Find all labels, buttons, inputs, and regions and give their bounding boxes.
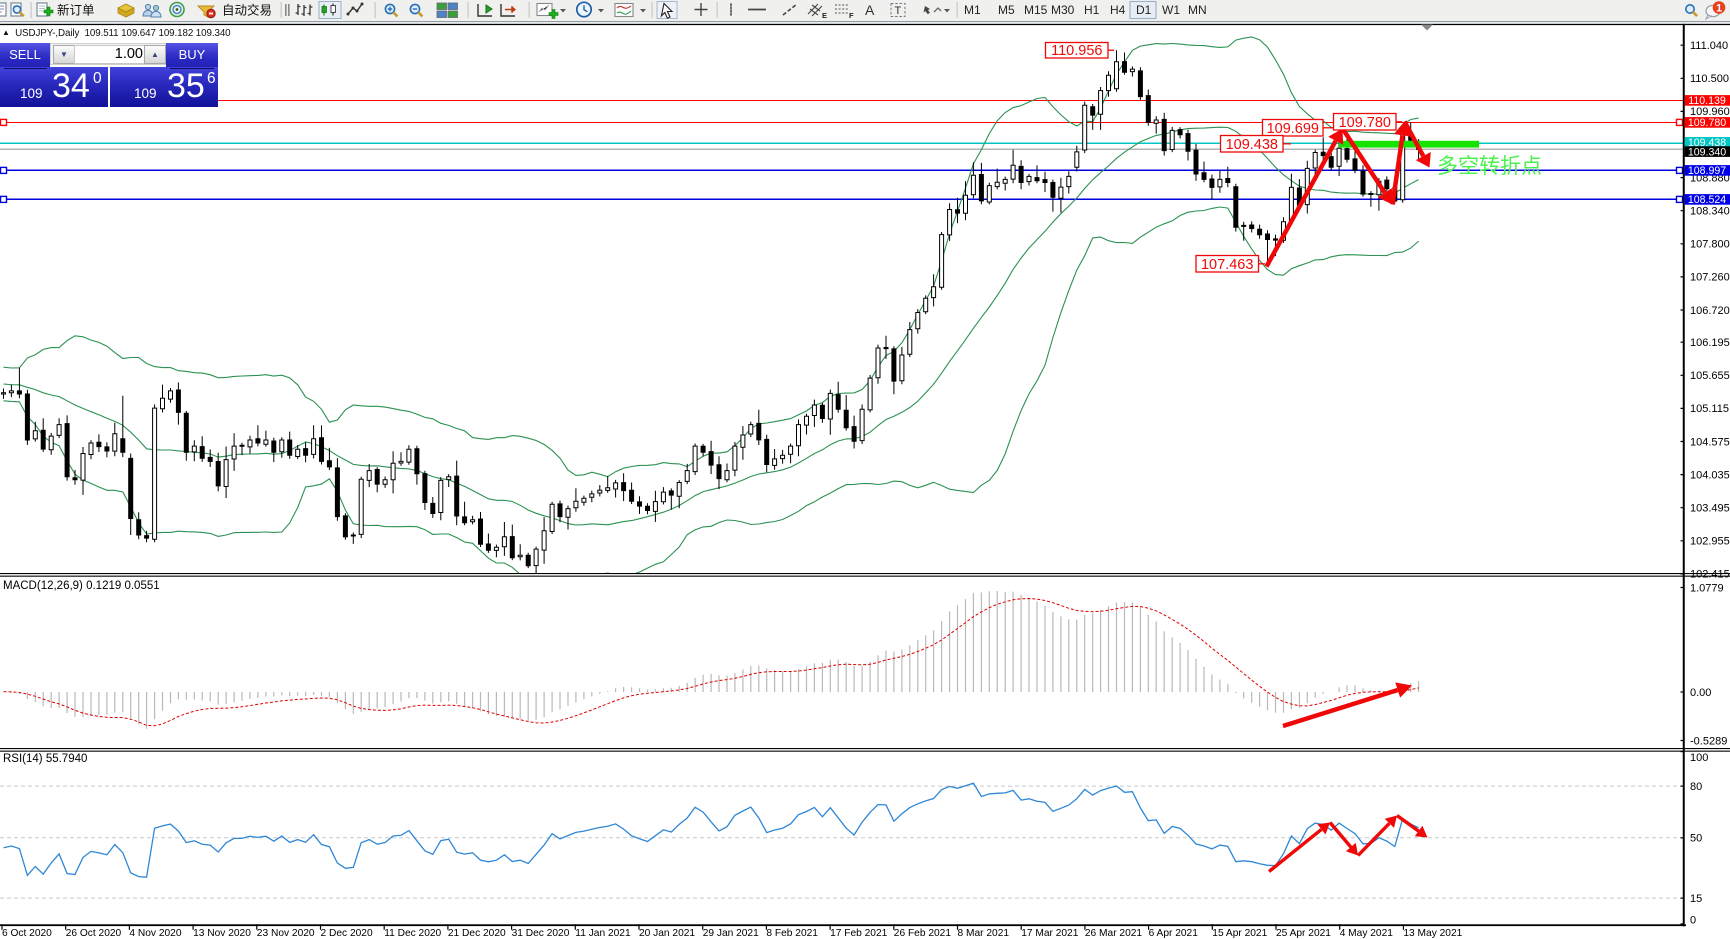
svg-text:109.438: 109.438 [1226,137,1278,153]
svg-text:25 Apr 2021: 25 Apr 2021 [1276,928,1331,939]
svg-text:M1: M1 [964,3,981,17]
svg-text:-0.5289: -0.5289 [1690,735,1727,747]
svg-text:W1: W1 [1162,3,1180,17]
svg-text:11 Dec 2020: 11 Dec 2020 [384,928,441,939]
svg-text:A: A [865,2,875,18]
svg-text:0.00: 0.00 [1690,687,1711,699]
svg-text:RSI(14) 55.7940: RSI(14) 55.7940 [3,753,87,765]
svg-text:108.997: 108.997 [1688,165,1726,177]
svg-text:111.040: 111.040 [1690,40,1728,52]
svg-text:D1: D1 [1136,3,1152,17]
svg-text:11 Jan 2021: 11 Jan 2021 [575,928,631,939]
svg-text:新订单: 新订单 [57,3,95,18]
svg-text:17 Feb 2021: 17 Feb 2021 [830,928,888,939]
svg-text:8 Feb 2021: 8 Feb 2021 [766,928,818,939]
svg-text:105.115: 105.115 [1690,403,1729,415]
svg-text:108.340: 108.340 [1690,206,1730,218]
svg-text:E: E [822,11,827,20]
svg-text:1.0779: 1.0779 [1690,582,1724,594]
svg-text:H1: H1 [1084,3,1100,17]
svg-text:31 Dec 2020: 31 Dec 2020 [512,928,570,939]
svg-text:103.495: 103.495 [1690,503,1730,515]
svg-text:107.800: 107.800 [1690,239,1730,251]
svg-text:6 Oct 2020: 6 Oct 2020 [2,928,52,939]
svg-text:104.035: 104.035 [1690,469,1730,481]
svg-text:109.780: 109.780 [1688,117,1726,129]
svg-text:0: 0 [1690,914,1696,926]
svg-text:110.500: 110.500 [1690,73,1729,85]
svg-text:80: 80 [1690,781,1702,793]
svg-text:15: 15 [1690,893,1702,905]
svg-text:109.960: 109.960 [1690,106,1730,118]
svg-text:26 Mar 2021: 26 Mar 2021 [1085,928,1143,939]
svg-text:105.655: 105.655 [1690,370,1730,382]
svg-text:多空转折点: 多空转折点 [1437,155,1542,178]
svg-text:100: 100 [1690,752,1708,764]
svg-text:13 May 2021: 13 May 2021 [1403,928,1462,939]
svg-text:23 Nov 2020: 23 Nov 2020 [257,928,315,939]
svg-text:109.340: 109.340 [1688,146,1726,158]
svg-text:13 Nov 2020: 13 Nov 2020 [193,928,251,939]
svg-text:104.575: 104.575 [1690,436,1730,448]
svg-text:26 Oct 2020: 26 Oct 2020 [66,928,122,939]
svg-text:107.260: 107.260 [1690,272,1730,284]
svg-text:102.415: 102.415 [1690,569,1730,581]
svg-text:26 Feb 2021: 26 Feb 2021 [894,928,952,939]
svg-text:1: 1 [1716,3,1722,15]
svg-text:4 Nov 2020: 4 Nov 2020 [129,928,181,939]
svg-text:20 Jan 2021: 20 Jan 2021 [639,928,695,939]
svg-text:F: F [849,11,854,20]
svg-text:T: T [895,5,902,17]
svg-text:MN: MN [1188,3,1207,17]
svg-text:MACD(12,26,9) 0.1219 0.0551: MACD(12,26,9) 0.1219 0.0551 [3,580,160,592]
svg-text:17 Mar 2021: 17 Mar 2021 [1021,928,1079,939]
svg-text:15 Apr 2021: 15 Apr 2021 [1212,928,1267,939]
svg-text:102.955: 102.955 [1690,536,1730,548]
svg-text:M15: M15 [1024,3,1048,17]
svg-text:108.524: 108.524 [1688,194,1726,206]
svg-text:106.720: 106.720 [1690,305,1730,317]
svg-text:107.463: 107.463 [1201,257,1253,273]
svg-text:110.956: 110.956 [1051,43,1102,59]
svg-text:109.780: 109.780 [1339,115,1391,131]
svg-text:110.139: 110.139 [1688,95,1726,107]
svg-text:自动交易: 自动交易 [222,3,272,18]
svg-text:2 Dec 2020: 2 Dec 2020 [321,928,373,939]
svg-text:106.195: 106.195 [1690,337,1730,349]
svg-text:M5: M5 [998,3,1015,17]
svg-text:109.438: 109.438 [1688,137,1726,149]
svg-text:M30: M30 [1051,3,1075,17]
svg-text:109.699: 109.699 [1267,121,1319,137]
svg-text:8 Mar 2021: 8 Mar 2021 [958,928,1010,939]
svg-text:4 May 2021: 4 May 2021 [1340,928,1394,939]
svg-text:21 Dec 2020: 21 Dec 2020 [448,928,506,939]
svg-text:50: 50 [1690,833,1702,845]
svg-text:29 Jan 2021: 29 Jan 2021 [703,928,759,939]
svg-text:H4: H4 [1110,3,1126,17]
svg-text:6 Apr 2021: 6 Apr 2021 [1149,928,1199,939]
